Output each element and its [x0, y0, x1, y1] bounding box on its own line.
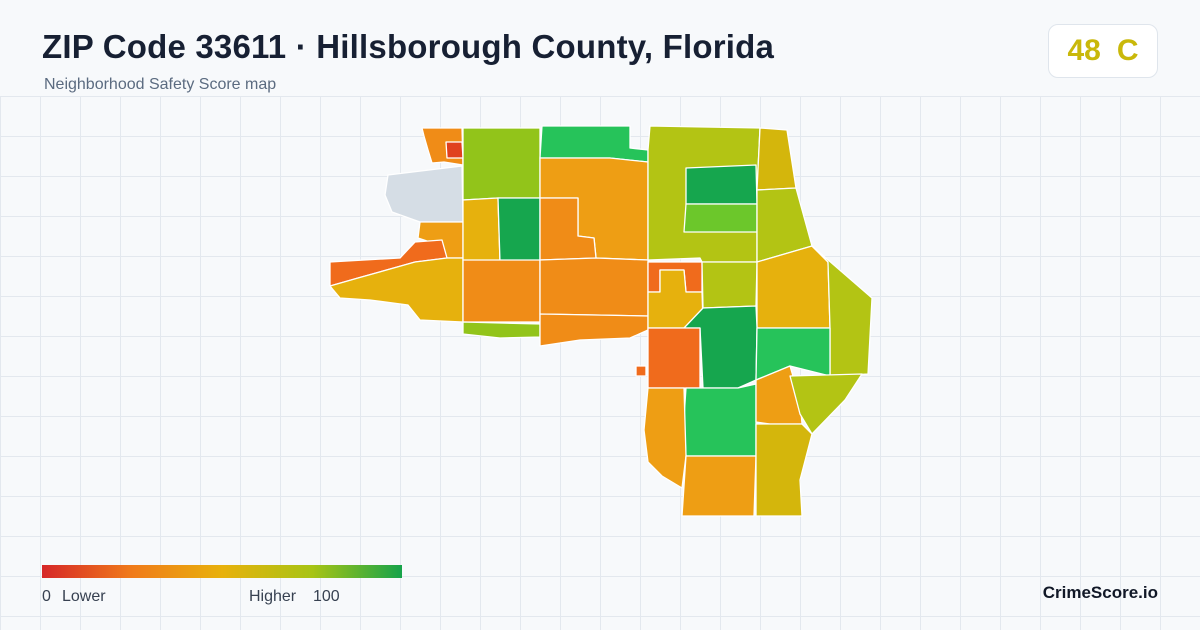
map-region[interactable]	[685, 164, 758, 205]
map-region[interactable]	[755, 327, 831, 381]
legend-max-value: 100	[313, 588, 340, 605]
map-region[interactable]	[462, 127, 541, 201]
map-region[interactable]	[635, 365, 647, 377]
legend-max-label: Higher	[249, 588, 297, 605]
map-region[interactable]	[462, 321, 541, 339]
map-region[interactable]	[445, 141, 464, 159]
safety-score-badge: 48 C	[1048, 24, 1158, 78]
legend-min-label: Lower	[62, 588, 106, 605]
map-region[interactable]	[462, 197, 501, 263]
page-subtitle: Neighborhood Safety Score map	[44, 76, 277, 93]
map-region[interactable]	[647, 327, 701, 389]
map-region[interactable]	[683, 203, 758, 233]
map-region[interactable]	[756, 127, 797, 191]
map-region[interactable]	[756, 245, 831, 329]
map-region[interactable]	[497, 197, 541, 263]
legend-min-value: 0	[42, 588, 51, 605]
legend-gradient-bar	[42, 565, 402, 578]
map-region[interactable]	[755, 423, 813, 517]
page-title: ZIP Code 33611 · Hillsborough County, Fl…	[42, 28, 775, 65]
map-region[interactable]	[683, 383, 757, 457]
map-region[interactable]	[789, 373, 863, 435]
map-region[interactable]	[643, 387, 687, 489]
map-region[interactable]	[681, 455, 757, 517]
safety-score-value: 48	[1067, 34, 1101, 67]
safety-score-grade: C	[1116, 34, 1139, 67]
brand-logo-text: CrimeScore.io	[1042, 583, 1158, 602]
map-region[interactable]	[701, 261, 758, 309]
map-region[interactable]	[539, 313, 649, 347]
map-region[interactable]	[384, 165, 464, 223]
map-region[interactable]	[539, 125, 649, 163]
map-region[interactable]	[462, 259, 541, 323]
map-region[interactable]	[539, 257, 649, 317]
